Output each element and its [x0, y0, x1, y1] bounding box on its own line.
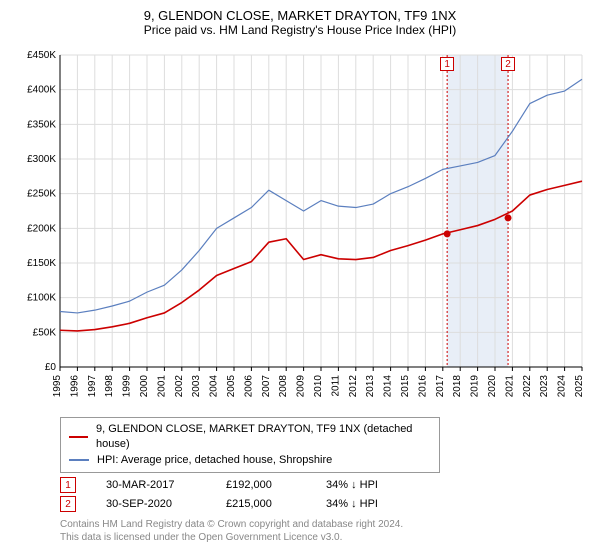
svg-text:2014: 2014 [383, 375, 394, 398]
svg-text:2024: 2024 [557, 375, 568, 398]
svg-text:1998: 1998 [104, 375, 115, 398]
svg-text:2002: 2002 [174, 375, 185, 398]
marker-price: £192,000 [226, 479, 296, 491]
svg-text:1999: 1999 [122, 375, 133, 398]
svg-text:£200K: £200K [27, 223, 56, 234]
svg-text:2009: 2009 [296, 375, 307, 398]
svg-text:2004: 2004 [209, 375, 220, 398]
svg-text:2005: 2005 [226, 375, 237, 398]
legend-box: 9, GLENDON CLOSE, MARKET DRAYTON, TF9 1N… [60, 417, 440, 473]
marker-badge: 1 [60, 477, 76, 493]
legend-row: 9, GLENDON CLOSE, MARKET DRAYTON, TF9 1N… [69, 422, 431, 453]
marker-badge: 2 [60, 496, 76, 512]
legend-label: 9, GLENDON CLOSE, MARKET DRAYTON, TF9 1N… [96, 422, 431, 453]
svg-text:2015: 2015 [400, 375, 411, 398]
legend-swatch [69, 459, 89, 461]
svg-text:2020: 2020 [487, 375, 498, 398]
attribution-line: This data is licensed under the Open Gov… [60, 531, 588, 544]
svg-text:2016: 2016 [417, 375, 428, 398]
svg-text:2007: 2007 [261, 375, 272, 398]
chart-marker-badge: 1 [440, 57, 454, 71]
legend-label: HPI: Average price, detached house, Shro… [97, 453, 332, 468]
legend-swatch [69, 436, 88, 438]
svg-text:2023: 2023 [539, 375, 550, 398]
svg-text:1997: 1997 [87, 375, 98, 398]
attribution: Contains HM Land Registry data © Crown c… [60, 518, 588, 544]
svg-text:2010: 2010 [313, 375, 324, 398]
svg-text:2017: 2017 [435, 375, 446, 398]
svg-text:2012: 2012 [348, 375, 359, 398]
svg-text:£350K: £350K [27, 119, 56, 130]
svg-text:2025: 2025 [574, 375, 585, 398]
svg-text:2011: 2011 [330, 375, 341, 397]
svg-text:2006: 2006 [243, 375, 254, 398]
svg-text:£300K: £300K [27, 154, 56, 165]
svg-text:£50K: £50K [33, 327, 57, 338]
marker-date: 30-MAR-2017 [106, 479, 196, 491]
marker-date: 30-SEP-2020 [106, 498, 196, 510]
line-chart-svg: £0 £50K £100K £150K £200K £250K £300K £350K £400… [12, 41, 588, 411]
marker-pct: 34% ↓ HPI [326, 479, 416, 491]
svg-text:2021: 2021 [504, 375, 515, 398]
chart-container: 9, GLENDON CLOSE, MARKET DRAYTON, TF9 1N… [0, 0, 600, 548]
svg-text:2000: 2000 [139, 375, 150, 398]
attribution-line: Contains HM Land Registry data © Crown c… [60, 518, 588, 531]
svg-text:1995: 1995 [52, 375, 63, 398]
chart-subtitle: Price paid vs. HM Land Registry's House … [12, 23, 588, 37]
chart-title: 9, GLENDON CLOSE, MARKET DRAYTON, TF9 1N… [12, 8, 588, 23]
marker-price: £215,000 [226, 498, 296, 510]
svg-text:2022: 2022 [522, 375, 533, 398]
marker-row: 1 30-MAR-2017 £192,000 34% ↓ HPI [60, 477, 588, 493]
svg-text:£450K: £450K [27, 50, 56, 61]
svg-text:1996: 1996 [69, 375, 80, 398]
svg-text:2001: 2001 [156, 375, 167, 398]
chart-plot: £0 £50K £100K £150K £200K £250K £300K £350K £400… [12, 41, 588, 411]
svg-text:2018: 2018 [452, 375, 463, 398]
svg-text:2008: 2008 [278, 375, 289, 398]
svg-text:£150K: £150K [27, 258, 56, 269]
marker-table: 1 30-MAR-2017 £192,000 34% ↓ HPI 2 30-SEP-202… [60, 477, 588, 512]
svg-text:2019: 2019 [470, 375, 481, 398]
svg-text:2013: 2013 [365, 375, 376, 398]
svg-text:£250K: £250K [27, 189, 56, 200]
marker-pct: 34% ↓ HPI [326, 498, 416, 510]
svg-text:£0: £0 [45, 362, 57, 373]
svg-text:2003: 2003 [191, 375, 202, 398]
svg-text:£100K: £100K [27, 293, 56, 304]
chart-marker-badge: 2 [501, 57, 515, 71]
legend-row: HPI: Average price, detached house, Shro… [69, 453, 431, 468]
marker-row: 2 30-SEP-2020 £215,000 34% ↓ HPI [60, 496, 588, 512]
svg-text:£400K: £400K [27, 85, 56, 96]
